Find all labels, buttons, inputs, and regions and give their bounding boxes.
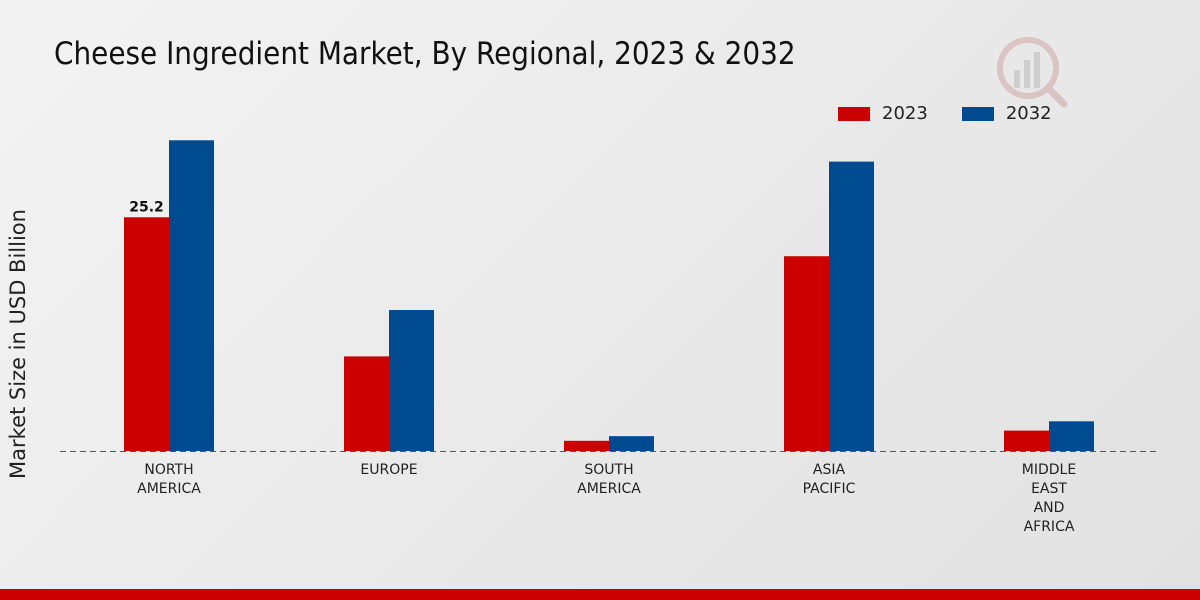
x-tick-label: AFRICA <box>1024 519 1075 535</box>
x-tick-label: ASIA <box>813 462 846 478</box>
data-label: 25.2 <box>129 199 164 215</box>
bottom-accent-bar <box>0 589 1200 600</box>
bar-2032-asia-pacific <box>829 161 874 451</box>
x-tick-label: AMERICA <box>577 481 641 497</box>
x-tick-label: PACIFIC <box>803 481 856 497</box>
bar-2032-north-america <box>169 140 214 451</box>
x-tick-label: AND <box>1034 500 1065 516</box>
x-tick-label: AMERICA <box>137 481 201 497</box>
legend-swatch-2023 <box>838 106 870 121</box>
bar-2032-middle-east-and-africa <box>1049 421 1094 451</box>
bar-2032-south-america <box>609 436 654 451</box>
x-tick-label: EUROPE <box>360 462 417 478</box>
legend-item-2032: 2032 <box>961 103 1052 124</box>
bar-2023-north-america <box>124 217 169 451</box>
watermark-logo-icon <box>997 37 1068 108</box>
x-tick-label: MIDDLE <box>1022 462 1076 478</box>
bar-2023-middle-east-and-africa <box>1004 430 1049 451</box>
chart-title: Cheese Ingredient Market, By Regional, 2… <box>54 36 796 72</box>
bar-2023-south-america <box>564 440 609 451</box>
x-tick-label: SOUTH <box>584 462 633 478</box>
legend: 2023 2032 <box>838 103 1086 124</box>
legend-label-2023: 2023 <box>882 103 928 124</box>
legend-swatch-2032 <box>961 106 994 121</box>
bar-2032-europe <box>389 310 434 451</box>
legend-label-2032: 2032 <box>1005 103 1052 124</box>
legend-item-2023: 2023 <box>838 103 928 124</box>
bar-2023-asia-pacific <box>784 256 829 451</box>
bar-2023-europe <box>344 356 389 451</box>
x-tick-label: NORTH <box>144 462 193 478</box>
x-tick-label: EAST <box>1031 481 1067 497</box>
